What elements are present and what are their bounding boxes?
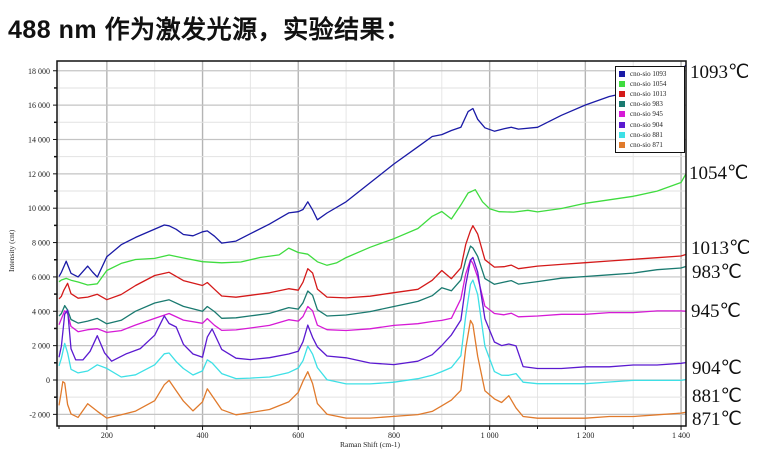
- series-lines: [58, 64, 687, 419]
- legend-label: cno-sio 1013: [630, 90, 667, 99]
- series-line: [58, 319, 686, 419]
- slide-title: 488 nm 作为激发光源，实验结果：: [8, 10, 411, 46]
- series-line: [58, 64, 687, 278]
- legend-label: cno-sio 945: [630, 110, 663, 119]
- temp-label-904: 904℃: [692, 358, 742, 379]
- y-tick-label: 16 000: [28, 101, 50, 110]
- x-tick-label: 400: [197, 431, 209, 440]
- legend-swatch-icon: [619, 91, 625, 98]
- y-tick-label: 4 000: [32, 307, 50, 316]
- legend-swatch-icon: [619, 121, 625, 128]
- legend-swatch-icon: [619, 111, 625, 118]
- y-axis-ticks: -2 000 0 2 000 4 000 6 000 8 000 10 000 12 000 1…: [28, 67, 57, 419]
- temp-label-881: 881℃: [692, 386, 742, 407]
- series-line: [58, 256, 686, 370]
- plot-frame: [56, 60, 687, 427]
- series-line: [58, 279, 686, 385]
- y-tick-label: 18 000: [28, 67, 50, 76]
- title-wavelength: 488 nm: [8, 16, 98, 44]
- y-tick-label: 12 000: [28, 170, 50, 179]
- chart-legend: cno-sio 1093 cno-sio 1054 cno-sio 1013 cno-…: [615, 66, 685, 153]
- x-tick-label: 1 200: [576, 431, 594, 440]
- x-tick-label: 800: [388, 431, 400, 440]
- legend-label: cno-sio 983: [630, 100, 663, 109]
- y-tick-label: -2 000: [29, 410, 50, 419]
- temp-label-1013: 1013℃: [691, 238, 751, 259]
- grid: [57, 61, 686, 426]
- x-tick-label: 600: [292, 431, 304, 440]
- legend-item: cno-sio 881: [619, 130, 681, 140]
- temp-label-945: 945℃: [691, 301, 741, 322]
- x-axis-ticks: 200 400 600 800 1 000 1 200 1 400: [58, 426, 690, 440]
- legend-swatch-icon: [619, 101, 625, 108]
- legend-swatch-icon: [619, 81, 625, 88]
- legend-item: cno-sio 904: [619, 119, 681, 129]
- legend-item: cno-sio 1093: [619, 69, 681, 79]
- x-tick-label: 200: [101, 431, 113, 440]
- legend-item: cno-sio 1054: [619, 79, 681, 89]
- legend-label: cno-sio 1054: [630, 80, 667, 89]
- series-line: [58, 259, 686, 334]
- legend-item: cno-sio 945: [619, 109, 681, 119]
- x-tick-label: 1 400: [672, 431, 690, 440]
- temp-label-1093: 1093℃: [690, 62, 750, 83]
- temp-label-983: 983℃: [692, 262, 742, 283]
- legend-swatch-icon: [619, 141, 625, 148]
- temp-label-871: 871℃: [692, 409, 742, 430]
- legend-item: cno-sio 871: [619, 140, 681, 150]
- x-tick-label: 1 000: [481, 431, 499, 440]
- temp-label-1054: 1054℃: [689, 163, 749, 184]
- y-tick-label: 14 000: [28, 135, 50, 144]
- title-description: 作为激发光源，实验结果：: [104, 16, 411, 44]
- legend-swatch-icon: [619, 71, 625, 78]
- y-tick-label: 2 000: [32, 342, 50, 351]
- legend-label: cno-sio 904: [630, 120, 663, 129]
- y-tick-label: 6 000: [32, 273, 50, 282]
- y-tick-label: 0: [46, 376, 50, 385]
- legend-item: cno-sio 1013: [619, 89, 681, 99]
- legend-label: cno-sio 871: [630, 140, 663, 149]
- y-tick-label: 10 000: [28, 204, 50, 213]
- x-axis-label: Raman Shift (cm-1): [340, 440, 400, 449]
- y-tick-label: 8 000: [32, 239, 50, 248]
- series-line: [58, 173, 687, 286]
- legend-swatch-icon: [619, 131, 625, 138]
- legend-label: cno-sio 881: [630, 130, 663, 139]
- legend-item: cno-sio 983: [619, 99, 681, 109]
- series-line: [58, 245, 686, 325]
- y-axis-label: Intensity (cnt): [7, 229, 16, 272]
- series-line: [58, 225, 686, 301]
- legend-label: cno-sio 1093: [630, 70, 667, 79]
